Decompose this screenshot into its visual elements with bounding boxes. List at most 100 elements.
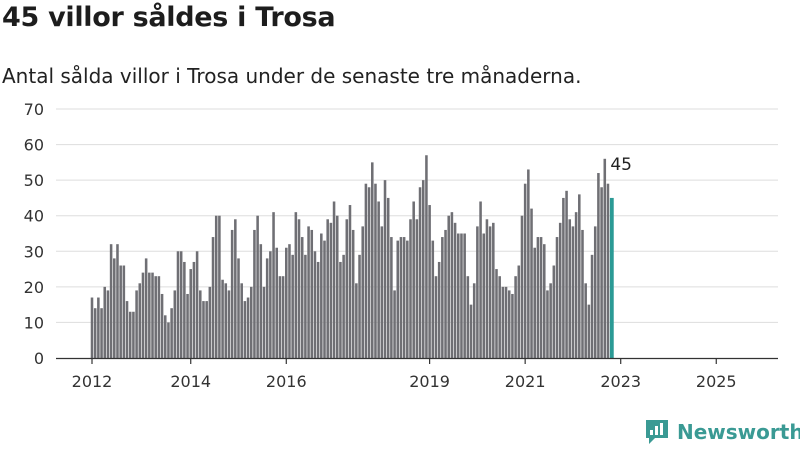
- bar: [278, 276, 282, 358]
- bar: [320, 233, 323, 358]
- bar: [406, 240, 409, 358]
- bar: [294, 212, 298, 358]
- bar: [269, 251, 272, 358]
- bar: [393, 290, 396, 358]
- bar: [275, 247, 279, 358]
- bar: [119, 265, 122, 358]
- bar: [307, 226, 310, 358]
- bar: [310, 229, 314, 358]
- bar: [409, 219, 412, 358]
- newsworthy-logo: Newsworthy: [644, 418, 800, 446]
- bar: [421, 180, 425, 358]
- y-tick-label: 50: [24, 171, 44, 190]
- bar: [402, 237, 406, 358]
- bar: [558, 222, 562, 358]
- bar: [189, 269, 193, 358]
- newsworthy-logo-icon: [646, 420, 668, 444]
- bar: [514, 276, 517, 358]
- bar: [527, 169, 530, 358]
- bar: [167, 322, 170, 358]
- chart-title: 45 villor såldes i Trosa: [2, 2, 336, 33]
- bar: [371, 162, 374, 358]
- bar: [463, 233, 466, 358]
- bar: [584, 283, 587, 358]
- bar: [234, 219, 237, 358]
- bar: [173, 290, 177, 358]
- bar: [103, 286, 107, 358]
- bar: [183, 261, 186, 358]
- bar: [135, 290, 138, 358]
- bar: [351, 229, 355, 358]
- bar: [221, 279, 224, 358]
- bar: [546, 290, 549, 358]
- bar: [542, 244, 546, 358]
- bar: [163, 315, 167, 358]
- bar: [128, 311, 132, 358]
- bar: [552, 265, 556, 358]
- bar: [316, 261, 320, 358]
- x-tick-label: 2016: [266, 372, 307, 391]
- bar: [186, 293, 189, 358]
- bar: [437, 261, 441, 358]
- bar: [444, 229, 447, 358]
- bar: [539, 237, 543, 358]
- bar: [364, 183, 368, 358]
- y-tick-label: 0: [34, 349, 44, 368]
- bar: [90, 297, 94, 358]
- bar: [428, 205, 431, 358]
- bar: [345, 219, 349, 358]
- bar: [492, 222, 495, 358]
- bar: [246, 297, 250, 358]
- bar: [479, 201, 482, 358]
- bar: [447, 215, 450, 358]
- bar: [339, 261, 342, 358]
- bar: [291, 254, 294, 358]
- y-tick-label: 10: [24, 313, 44, 332]
- bar: [240, 283, 243, 358]
- bar: [214, 215, 218, 358]
- bar: [418, 187, 422, 358]
- y-tick-label: 30: [24, 242, 44, 261]
- bar: [536, 237, 540, 358]
- y-tick-label: 70: [24, 100, 44, 119]
- bar: [501, 286, 505, 358]
- bar: [590, 254, 594, 358]
- bar: [390, 237, 393, 358]
- bar: [170, 308, 173, 358]
- bar: [549, 283, 552, 358]
- x-tick-label: 2023: [600, 372, 641, 391]
- bar: [495, 269, 498, 358]
- bar: [457, 233, 460, 358]
- bar: [450, 212, 454, 358]
- bar: [581, 229, 584, 358]
- bar: [237, 258, 240, 358]
- bar: [399, 237, 403, 358]
- bar: [297, 219, 301, 358]
- bar: [157, 276, 161, 358]
- bar: [253, 229, 256, 358]
- bar: [520, 215, 524, 358]
- bar: [578, 194, 581, 358]
- bar: [323, 240, 326, 358]
- bar: [587, 304, 591, 358]
- bar: [415, 219, 419, 358]
- bar: [476, 226, 479, 358]
- bar: [335, 215, 339, 358]
- bar: [606, 183, 610, 358]
- bar: [100, 308, 103, 358]
- bar: [332, 201, 336, 358]
- bar: [555, 237, 559, 358]
- bar: [472, 283, 476, 358]
- bar: [441, 237, 444, 358]
- bar: [453, 222, 457, 358]
- y-tick-label: 60: [24, 136, 44, 155]
- bar: [361, 226, 364, 358]
- bar: [488, 226, 492, 358]
- bar: [380, 226, 384, 358]
- bar: [326, 219, 329, 358]
- latest-value-label: 45: [610, 155, 632, 175]
- bar: [230, 229, 234, 358]
- bar: [265, 258, 269, 358]
- bar: [434, 276, 438, 358]
- bar: [262, 286, 266, 358]
